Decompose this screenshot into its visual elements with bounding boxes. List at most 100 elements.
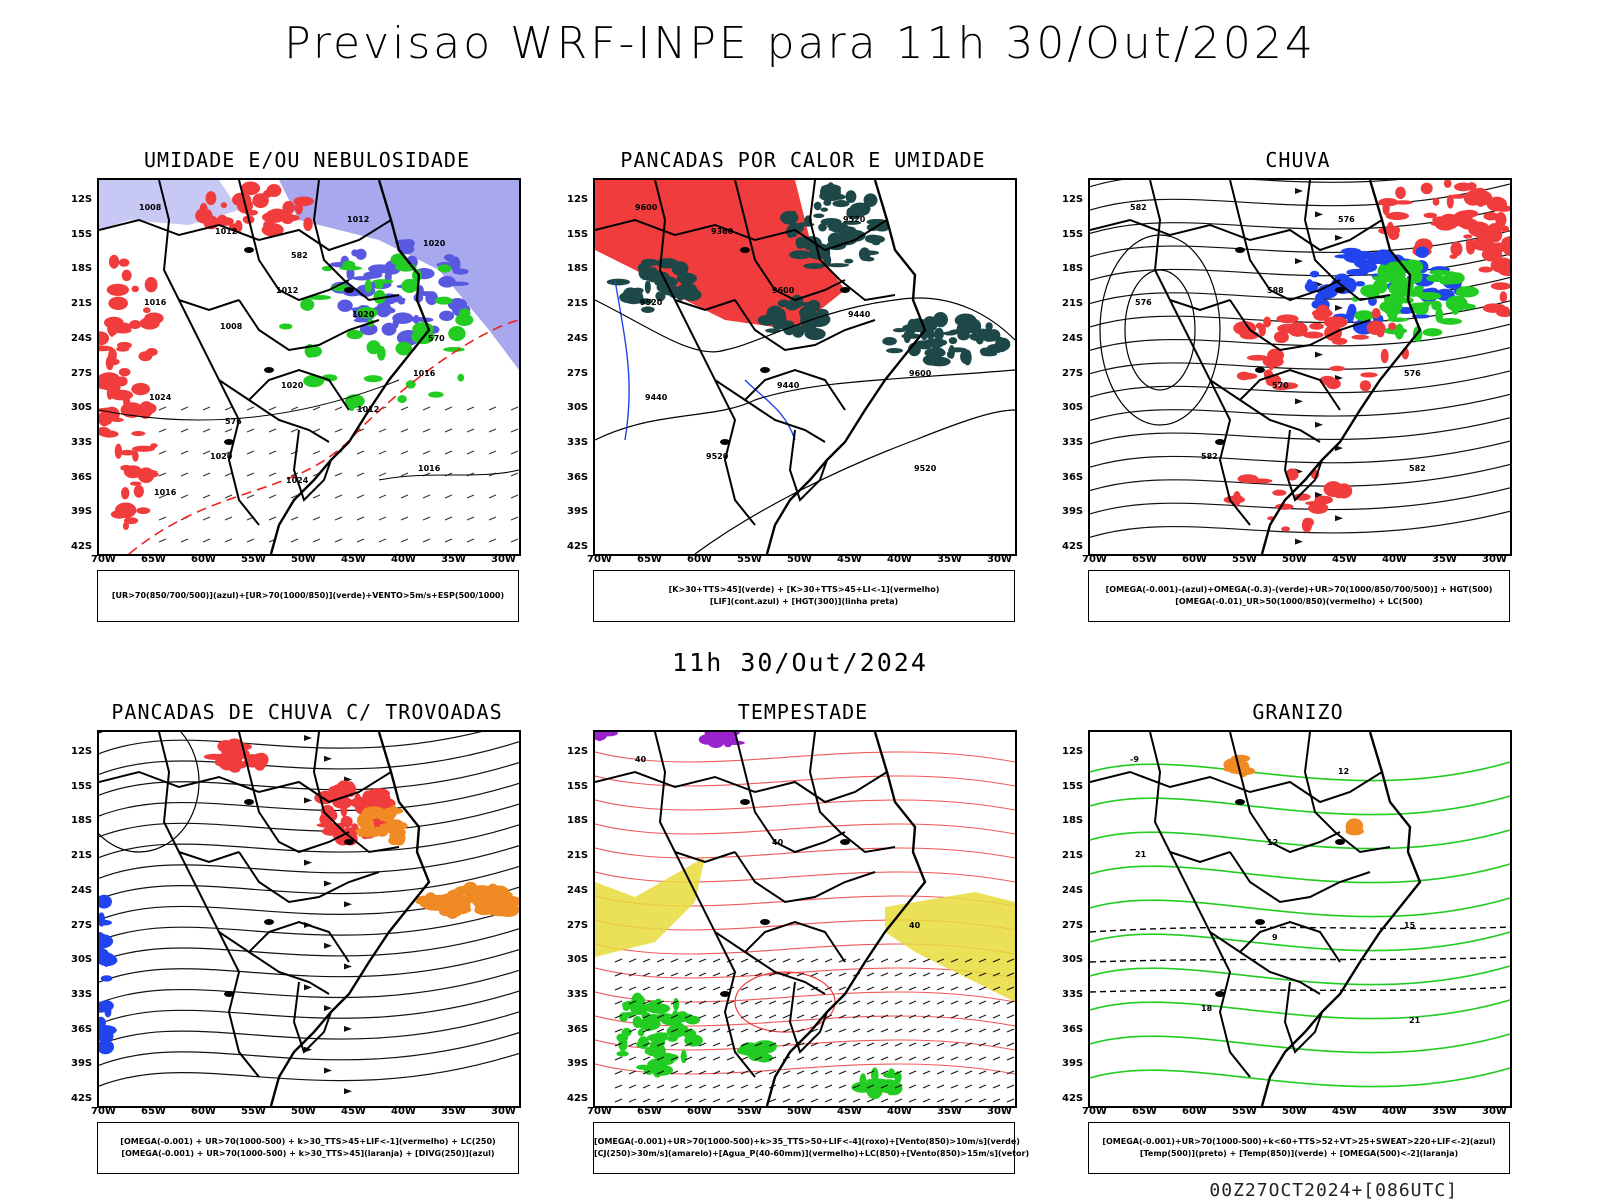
wind-vector	[768, 1098, 777, 1103]
convection-east-cell	[886, 348, 904, 354]
wind-vector	[894, 1070, 903, 1075]
humidity-core-cell	[363, 271, 383, 279]
rain-red-scatter-cell	[1303, 331, 1324, 339]
country-border	[1090, 218, 1383, 252]
rain-red-edge-cell	[1478, 266, 1493, 273]
wind-vector	[698, 1098, 707, 1103]
low-humidity-contour-cell	[356, 307, 378, 319]
storm-purple-west	[595, 732, 618, 742]
lat-tick-label: 12S	[1062, 194, 1084, 205]
convection-west-cell	[676, 272, 697, 285]
rain-green-cell	[1422, 328, 1443, 337]
thickness-red-cell	[131, 382, 151, 396]
lc850-contour	[595, 775, 1015, 787]
coastline	[269, 180, 431, 554]
legend-line: [LIF](cont.azul) + [HGT(300)](linha pret…	[709, 597, 899, 606]
rain-red-south-cell	[1223, 495, 1245, 504]
wind-vector	[510, 516, 519, 521]
wind-vector	[510, 406, 519, 411]
lon-tick-label: 55W	[241, 1106, 266, 1117]
low-humidity-contour-cell	[364, 279, 373, 293]
wind-vector	[158, 450, 167, 455]
country-border	[714, 931, 756, 1078]
wind-vector	[334, 494, 343, 499]
wind-vector	[964, 1098, 973, 1103]
lc850-contour	[595, 799, 1015, 811]
lat-tick-label: 15S	[1062, 780, 1084, 792]
rain-red-south-cell	[1285, 468, 1299, 481]
wind-vector	[810, 1028, 819, 1033]
wind-vector	[642, 972, 651, 977]
wind-vector	[1006, 1042, 1015, 1047]
thickness-red-north-cell	[215, 216, 234, 226]
granizo-orange-cell	[1230, 754, 1251, 763]
lake	[244, 799, 254, 805]
contour-label: 1008	[220, 322, 243, 331]
wind-vector	[936, 1084, 945, 1089]
wind-vector	[782, 1028, 791, 1033]
lake	[740, 247, 750, 253]
convection-green-field-cell	[790, 210, 798, 226]
lon-tick-label: 40W	[1382, 1106, 1407, 1117]
streamline-arrow	[344, 1088, 352, 1095]
rain-red-scatter-cell	[1351, 334, 1370, 340]
lon-tick-label: 65W	[637, 554, 662, 565]
country-border	[1149, 180, 1231, 312]
lat-tick-label: 27S	[1062, 919, 1084, 931]
rain-green-cell	[1372, 278, 1388, 294]
rain-red-cell	[1465, 239, 1476, 248]
rain-green	[1351, 259, 1480, 343]
thickness-red-north-cell	[265, 209, 285, 223]
contour-label: 570	[1272, 381, 1289, 390]
contour-label: 12	[1267, 838, 1278, 847]
wind-vector	[964, 1028, 973, 1033]
lat-tick-label: 39S	[567, 1058, 589, 1070]
lon-tick-label: 50W	[787, 1106, 812, 1117]
rain-green-cell	[1354, 310, 1375, 322]
panel-title: UMIDADE E/OU NEBULOSIDADE	[143, 148, 471, 172]
contour-labels: 582 588 576 582 576 576 570 582	[1130, 203, 1426, 473]
wind-vector	[782, 958, 791, 963]
wind-vector	[824, 1098, 833, 1103]
wind-vector	[466, 428, 475, 433]
wind-vector	[1006, 1084, 1015, 1089]
lake	[224, 439, 234, 445]
low-humidity-contour-cell	[434, 296, 453, 305]
divergence-blue-cell	[99, 1039, 115, 1055]
rain-green-cell	[1409, 269, 1423, 284]
wind-vector	[488, 450, 497, 455]
rain-red-scatter-cell	[1371, 307, 1381, 319]
lif-contour	[744, 379, 796, 441]
wind-vector	[978, 1056, 987, 1061]
lat-tick-label: 24S	[567, 884, 589, 896]
lake	[1235, 799, 1245, 805]
wind-vector	[866, 1070, 875, 1075]
wind-vector	[642, 1098, 651, 1103]
contour-label: 1008	[139, 203, 162, 212]
low-humidity-contour-cell	[395, 341, 413, 356]
wind-vector	[768, 1014, 777, 1019]
wind-vector	[880, 1028, 889, 1033]
wind-vector	[202, 450, 211, 455]
rain-red-scatter-cell	[1380, 348, 1389, 364]
map-canvas: 9600 9600 9600 9520 9520 9520 9440 9520 9360 9440…	[595, 180, 1015, 554]
wind-vector	[838, 958, 847, 963]
thickness-red-north-cell	[303, 217, 313, 231]
contour-labels: 40 40 40	[635, 755, 921, 930]
thickness-red-cell	[108, 320, 116, 337]
lat-tick-label: 12S	[567, 746, 589, 757]
lake	[264, 919, 274, 925]
lat-tick-label: 24S	[567, 332, 589, 344]
lake	[344, 287, 354, 293]
contour-label: 12	[1338, 767, 1349, 776]
thickness-red-cell	[108, 254, 120, 269]
wind-vector	[810, 1098, 819, 1103]
lon-tick-label: 30W	[987, 1106, 1012, 1117]
lake	[720, 991, 730, 997]
wind-vector	[796, 1000, 805, 1005]
lon-tick-label: 70W	[91, 1106, 116, 1117]
streamline	[99, 948, 519, 983]
rain-red-cell	[1449, 194, 1466, 199]
wind-vector	[950, 1070, 959, 1075]
convection-green-field-cell	[820, 184, 842, 193]
